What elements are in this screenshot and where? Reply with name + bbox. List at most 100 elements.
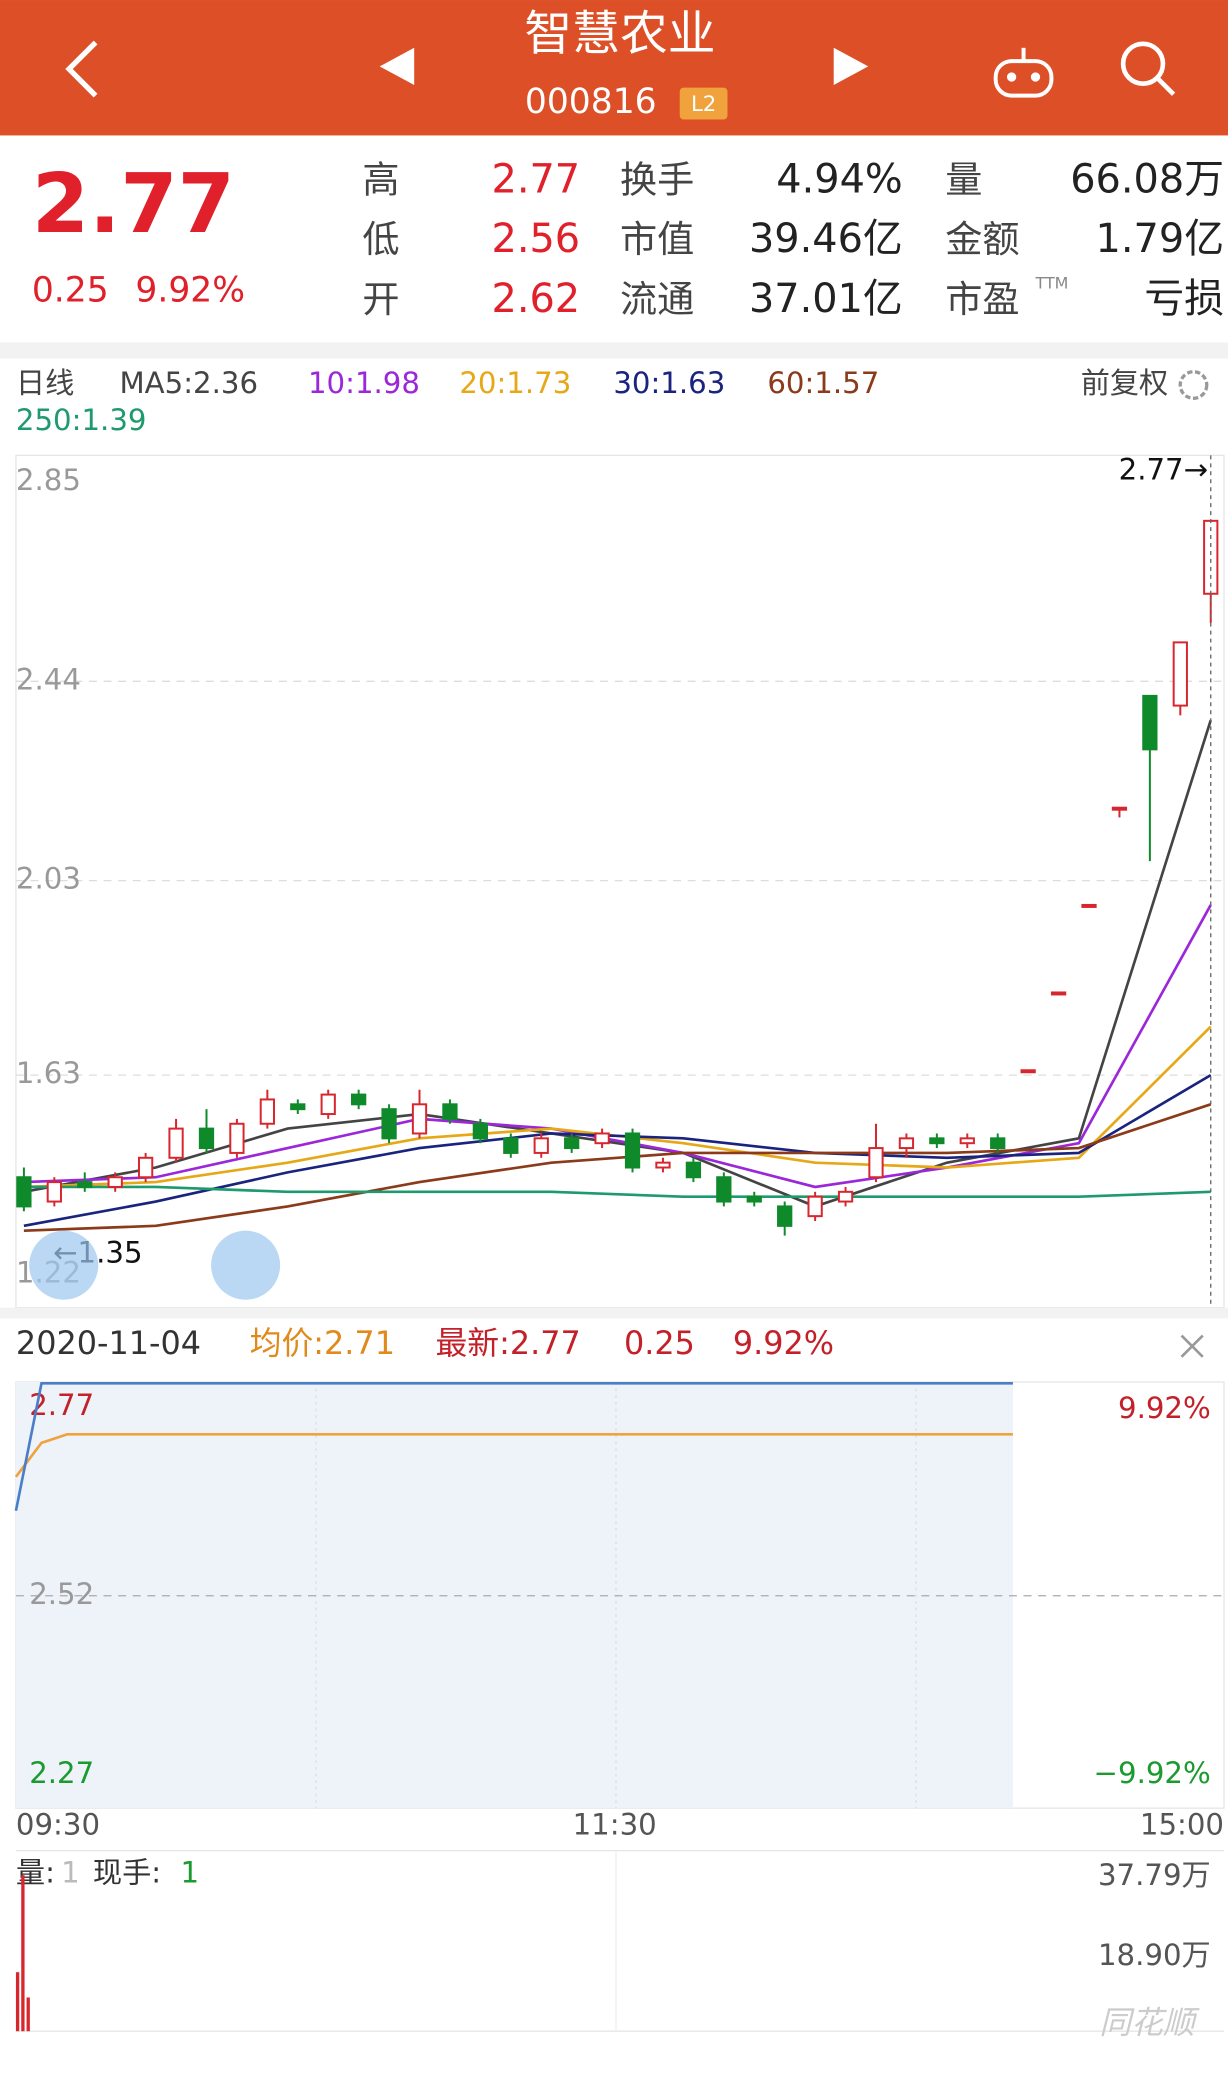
stat-label: 流通 bbox=[620, 277, 694, 321]
change-pct: 9.92% bbox=[733, 1324, 834, 1362]
ma-legend: 60:1.57 bbox=[767, 366, 879, 400]
stock-code: 000816 bbox=[525, 82, 657, 122]
next-stock[interactable] bbox=[833, 47, 869, 85]
candle-body bbox=[929, 1137, 945, 1145]
kline-frame bbox=[15, 454, 1225, 1309]
ma-line bbox=[23, 1185, 1211, 1199]
hand-value: 1 bbox=[181, 1856, 200, 1890]
candle-body bbox=[1081, 903, 1097, 908]
y-tick-label: 2.52 bbox=[29, 1577, 94, 1611]
adjust[interactable]: 前复权 bbox=[1081, 366, 1169, 400]
candle-body bbox=[503, 1137, 519, 1154]
back-button[interactable] bbox=[65, 40, 98, 98]
ma-legend: 10:1.98 bbox=[308, 366, 420, 400]
stat-label: 市值 bbox=[620, 217, 694, 261]
ma-legend: 20:1.73 bbox=[459, 366, 571, 400]
candle-body bbox=[533, 1137, 549, 1154]
candle-body bbox=[777, 1205, 793, 1227]
candle-body bbox=[381, 1108, 397, 1140]
ttm: TTM bbox=[1035, 274, 1069, 293]
y-tick-label: 18.90万 bbox=[1098, 1938, 1211, 1972]
candle-body bbox=[107, 1176, 123, 1188]
search-icon[interactable] bbox=[1120, 41, 1176, 96]
badge: L2 bbox=[691, 92, 716, 117]
badge-bg bbox=[679, 87, 728, 120]
divider bbox=[0, 342, 1228, 359]
time-label: 11:30 bbox=[573, 1808, 657, 1842]
candle-body bbox=[16, 1176, 32, 1208]
stat-label: 高 bbox=[362, 157, 399, 201]
close-button[interactable] bbox=[1180, 1334, 1204, 1358]
stock-name: 智慧农业 bbox=[524, 7, 715, 62]
latest-label: 最新:2.77 bbox=[435, 1324, 580, 1362]
candle-body bbox=[746, 1195, 762, 1203]
candle-body bbox=[1172, 641, 1188, 707]
candle-body bbox=[564, 1137, 580, 1150]
candle-body bbox=[442, 1103, 458, 1120]
ma-legend: 250:1.39 bbox=[16, 403, 147, 437]
stat-value: 66.08万 bbox=[1070, 156, 1224, 202]
price: 2.77 bbox=[32, 157, 235, 252]
candle-body bbox=[137, 1156, 154, 1179]
hand-label: 现手: bbox=[93, 1856, 161, 1890]
stat-label: 开 bbox=[362, 277, 399, 321]
stat-label: 金额 bbox=[945, 217, 1019, 261]
candle-body bbox=[1142, 694, 1158, 751]
candle-body bbox=[716, 1176, 732, 1203]
change: 0.25 bbox=[32, 271, 109, 311]
candle-body bbox=[198, 1127, 215, 1150]
nav-bar bbox=[0, 0, 1228, 136]
candle-body bbox=[990, 1137, 1006, 1150]
settings-icon[interactable] bbox=[1178, 370, 1209, 400]
candle-body bbox=[655, 1161, 671, 1169]
y-tick-label: 1.63 bbox=[16, 1056, 81, 1090]
y-tick-label: 2.44 bbox=[16, 662, 81, 696]
stat-value: 亏损 bbox=[1144, 276, 1224, 322]
candle-body bbox=[411, 1103, 428, 1135]
y-tick-label: 2.27 bbox=[29, 1756, 94, 1790]
candle-body bbox=[1203, 519, 1219, 595]
stat-value: 2.77 bbox=[491, 156, 580, 202]
candle-body bbox=[594, 1132, 610, 1145]
stat-value: 2.56 bbox=[491, 216, 580, 262]
candle-body bbox=[320, 1093, 336, 1116]
candle-body bbox=[46, 1181, 62, 1203]
volume-bar bbox=[26, 1997, 30, 2032]
change-pct: 9.92% bbox=[135, 271, 245, 311]
volume-bar bbox=[15, 1972, 20, 2032]
last-label: 2.77→ bbox=[1119, 452, 1208, 486]
candle-body bbox=[1111, 806, 1128, 811]
stat-value: 4.94% bbox=[776, 156, 902, 202]
change: 0.25 bbox=[624, 1324, 695, 1362]
prev-stock[interactable] bbox=[379, 47, 415, 85]
candle-body bbox=[898, 1137, 915, 1150]
candle-body bbox=[807, 1195, 823, 1218]
ma-line bbox=[23, 1103, 1212, 1233]
divider bbox=[0, 1307, 1228, 1319]
stat-value: 39.46亿 bbox=[749, 216, 903, 262]
watermark: 同花顺 bbox=[1099, 2004, 1200, 2042]
candle-body bbox=[837, 1190, 854, 1203]
candle-body bbox=[290, 1103, 306, 1111]
volume-bar bbox=[21, 1875, 25, 2032]
candle-body bbox=[868, 1147, 884, 1179]
candle-body bbox=[77, 1181, 93, 1188]
y-tick-label: 37.79万 bbox=[1098, 1858, 1211, 1892]
y-tick-label: 2.85 bbox=[16, 463, 81, 497]
stat-value: 37.01亿 bbox=[749, 276, 903, 322]
time-label: 09:30 bbox=[16, 1808, 100, 1842]
period: 日线 bbox=[16, 366, 74, 400]
candle-body bbox=[259, 1098, 275, 1125]
candle-body bbox=[624, 1132, 641, 1169]
ma-legend: 30:1.63 bbox=[613, 366, 725, 400]
robot-icon[interactable] bbox=[993, 47, 1054, 98]
candle-body bbox=[1050, 991, 1067, 996]
avg-label: 均价:2.71 bbox=[250, 1324, 395, 1362]
stat-label: 市盈 bbox=[945, 277, 1019, 321]
y-tick-label: 2.03 bbox=[16, 862, 81, 896]
ma-line bbox=[23, 1025, 1212, 1189]
stat-value: 2.62 bbox=[491, 276, 580, 322]
ma-legend: MA5:2.36 bbox=[119, 366, 258, 400]
